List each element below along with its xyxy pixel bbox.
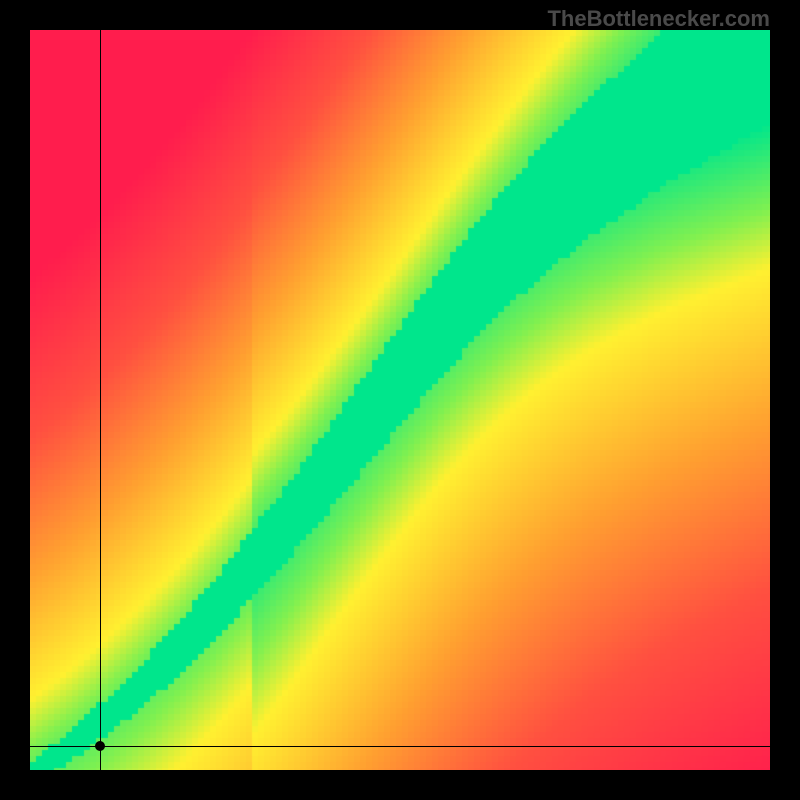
heatmap-plot (30, 30, 770, 770)
crosshair-marker-dot (95, 741, 105, 751)
crosshair-horizontal (30, 746, 770, 747)
watermark-text: TheBottlenecker.com (547, 6, 770, 32)
crosshair-vertical (100, 30, 101, 770)
heatmap-canvas (30, 30, 770, 770)
